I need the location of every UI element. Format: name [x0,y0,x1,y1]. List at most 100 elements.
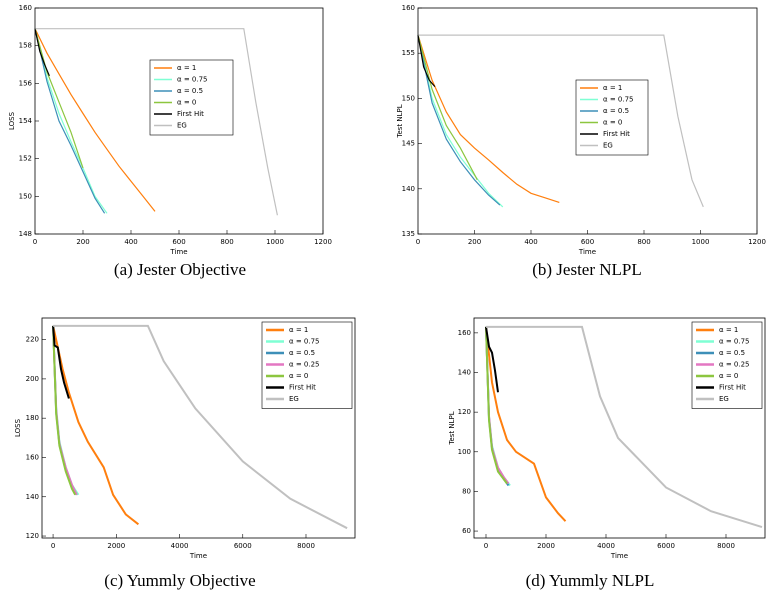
x-tick-label: 200 [468,238,481,246]
x-tick-label: 400 [124,238,137,246]
legend-label: α = 0.5 [603,107,629,115]
axes-frame [473,317,766,539]
panel: 0 2000 4000 6000 8000 120 140 160 180 200 220 Time L… [14,317,356,590]
x-tick-label: 4000 [597,542,615,550]
series-line [417,34,501,206]
x-tick-label: 8000 [297,542,315,550]
y-tick-label: 158 [19,42,32,50]
x-tick-label: 2000 [537,542,555,550]
y-tick-label: 150 [402,94,415,102]
y-tick-label: 145 [402,140,415,148]
x-tick-label: 1200 [314,238,332,246]
x-tick-label: 6000 [657,542,675,550]
y-tick-label: 60 [462,527,471,535]
x-tick-label: 1200 [748,238,766,246]
x-tick-label: 800 [220,238,233,246]
y-tick-label: 156 [19,79,33,87]
x-tick-label: 4000 [171,542,189,550]
legend-label: α = 1 [289,326,308,334]
x-tick-label: 1000 [266,238,284,246]
legend-label: α = 0.75 [289,338,320,346]
x-tick-label: 6000 [234,542,252,550]
x-tick-label: 600 [172,238,185,246]
series-line [53,324,348,530]
legend-label: α = 0.5 [177,87,203,95]
y-tick-label: 220 [26,336,39,344]
y-tick-label: 100 [458,448,471,456]
legend-label: α = 0 [289,372,308,380]
panel: 0 200 400 600 800 1000 1200 135 140 145 150 155 160 T… [396,4,766,279]
series-line [34,28,50,77]
y-tick-label: 152 [19,155,32,163]
x-axis-label: Time [189,552,207,560]
y-tick-label: 135 [402,230,415,238]
caption: (a) Jester Objective [114,260,246,279]
panel: 0 2000 4000 6000 8000 60 80 100 120 140 160 Time Tes… [448,317,766,590]
legend-label: α = 0 [177,99,196,107]
y-axis-label: LOSS [8,111,16,130]
legend-box [149,59,234,136]
x-axis-label: Time [610,552,628,560]
caption: (c) Yummly Objective [104,571,255,590]
x-tick-label: 0 [51,542,55,550]
y-tick-label: 120 [458,408,471,416]
legend-label: First Hit [289,384,316,392]
series-line [485,326,499,393]
series-line [417,34,478,181]
x-axis-label: Time [169,248,187,256]
y-axis-label: Test NLPL [448,411,456,445]
legend-label: α = 1 [603,84,622,92]
series-line [486,325,763,529]
series-line [52,325,70,399]
axes-frame [41,317,356,539]
legend-label: EG [719,395,729,403]
y-tick-label: 120 [26,532,39,540]
legend-label: EG [177,122,187,130]
legend-label: EG [603,142,613,150]
y-tick-label: 148 [19,230,32,238]
legend-label: α = 0 [719,372,738,380]
legend-label: α = 0.75 [603,96,634,104]
series-line [418,34,704,208]
axes-frame [34,7,324,235]
legend-label: α = 0.75 [719,338,750,346]
x-tick-label: 2000 [107,542,125,550]
x-tick-label: 400 [524,238,537,246]
y-tick-label: 180 [26,414,39,422]
y-tick-label: 140 [26,493,39,501]
legend-label: α = 0.75 [177,76,208,84]
y-tick-label: 155 [402,49,415,57]
y-tick-label: 160 [26,453,39,461]
series-line [34,28,108,214]
y-tick-label: 80 [462,487,471,495]
y-tick-label: 140 [402,185,415,193]
caption: (b) Jester NLPL [532,260,642,279]
legend-label: EG [289,395,299,403]
x-tick-label: 600 [581,238,594,246]
legend-label: First Hit [603,130,630,138]
x-tick-label: 0 [33,238,37,246]
legend-label: α = 0.5 [289,349,315,357]
x-tick-label: 1000 [692,238,710,246]
y-axis-label: LOSS [14,418,22,437]
y-tick-label: 160 [458,329,471,337]
series-line [417,34,504,208]
series-line [35,28,278,216]
series-line [485,326,567,522]
y-tick-label: 160 [19,4,32,12]
y-tick-label: 160 [402,4,415,12]
legend-label: First Hit [719,384,746,392]
series-line [34,28,84,169]
legend-label: First Hit [177,110,204,118]
x-tick-label: 0 [416,238,420,246]
legend-box [575,79,649,156]
legend-label: α = 1 [177,64,196,72]
x-tick-label: 0 [484,542,488,550]
legend-label: α = 0 [603,119,622,127]
legend-label: α = 0.25 [289,361,320,369]
legend-label: α = 1 [719,326,738,334]
series-line [52,325,140,526]
series-line [485,326,508,485]
series-line [52,325,77,496]
